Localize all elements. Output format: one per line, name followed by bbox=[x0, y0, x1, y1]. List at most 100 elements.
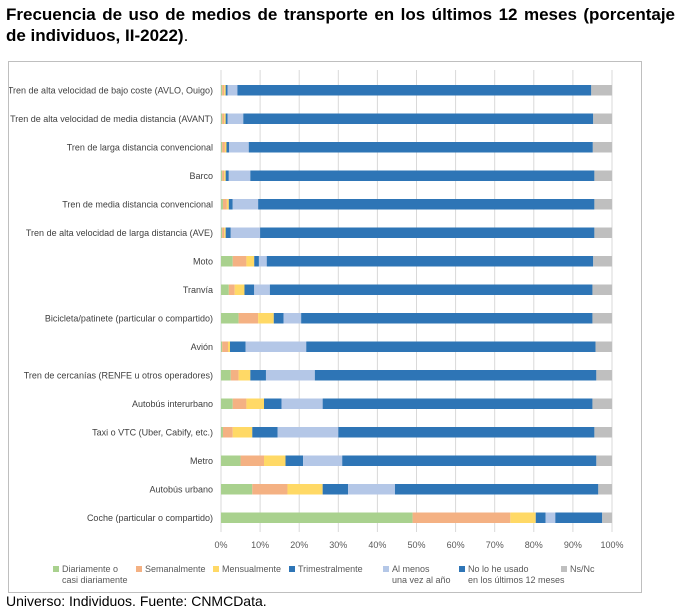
bar-segment bbox=[240, 455, 265, 466]
category-label: Bicicleta/patinete (particular o compart… bbox=[45, 313, 213, 323]
category-label: Tranvía bbox=[183, 285, 213, 295]
bar-segment bbox=[222, 199, 227, 210]
bar-segment bbox=[230, 370, 239, 381]
bar-segment bbox=[510, 512, 536, 523]
bar-segment bbox=[303, 455, 343, 466]
bar-segment bbox=[224, 227, 226, 238]
bar-segment bbox=[221, 341, 223, 352]
bar-segment bbox=[246, 398, 265, 409]
bar-segment bbox=[281, 398, 323, 409]
bar-segment bbox=[594, 427, 612, 438]
bar-segment bbox=[221, 227, 223, 238]
bar-segment bbox=[322, 398, 593, 409]
legend-label: No lo he usado en los últimos 12 meses bbox=[468, 564, 565, 585]
bar-segment bbox=[394, 484, 599, 495]
x-tick-label: 80% bbox=[525, 540, 543, 550]
bar-segment bbox=[592, 313, 612, 324]
bar-segment bbox=[250, 170, 595, 181]
legend-label: Trimestralmente bbox=[298, 564, 363, 574]
bar-segment bbox=[412, 512, 511, 523]
legend-swatch bbox=[561, 566, 567, 572]
bar-segment bbox=[225, 170, 229, 181]
category-label: Taxi o VTC (Uber, Cabify, etc.) bbox=[92, 427, 213, 437]
bar-segment bbox=[221, 455, 241, 466]
bar-segment bbox=[222, 170, 225, 181]
bar-segment bbox=[229, 341, 246, 352]
bar-segment bbox=[322, 484, 349, 495]
bar-segment bbox=[224, 85, 226, 96]
bar-segment bbox=[221, 199, 223, 210]
legend-swatch bbox=[459, 566, 465, 572]
bar-segment bbox=[221, 313, 239, 324]
bar-segment bbox=[264, 398, 282, 409]
category-label: Tren de media distancia convencional bbox=[62, 199, 213, 209]
bar-segment bbox=[283, 313, 302, 324]
bar-segment bbox=[221, 398, 233, 409]
bar-segment bbox=[596, 370, 612, 381]
category-label: Tren de cercanías (RENFE u otros operado… bbox=[24, 370, 213, 380]
bar-segment bbox=[273, 313, 284, 324]
bar-segment bbox=[348, 484, 395, 495]
bar-segment bbox=[227, 113, 244, 124]
bar-segment bbox=[248, 142, 593, 153]
x-tick-label: 0% bbox=[214, 540, 227, 550]
legend-label-line: una vez al año bbox=[392, 575, 451, 585]
x-tick-label: 30% bbox=[329, 540, 347, 550]
bar-segment bbox=[593, 113, 612, 124]
bar-segment bbox=[246, 256, 255, 267]
bar-segment bbox=[222, 85, 225, 96]
chart-title-period: . bbox=[183, 26, 189, 45]
bar-segment bbox=[224, 170, 226, 181]
bar-segment bbox=[232, 427, 253, 438]
bar-segment bbox=[221, 113, 223, 124]
x-tick-label: 40% bbox=[368, 540, 386, 550]
bar-segment bbox=[221, 512, 413, 523]
bar-segment bbox=[594, 170, 612, 181]
category-label: Tren de alta velocidad de media distanci… bbox=[10, 114, 213, 124]
legend-label-line: casi diariamente bbox=[62, 575, 128, 585]
legend-label-line: en los últimos 12 meses bbox=[468, 575, 565, 585]
x-tick-label: 60% bbox=[447, 540, 465, 550]
legend-swatch bbox=[53, 566, 59, 572]
category-label: Tren de alta velocidad de larga distanci… bbox=[26, 228, 213, 238]
bar-segment bbox=[229, 142, 249, 153]
category-label: Tren de alta velocidad de bajo coste (AV… bbox=[9, 85, 213, 95]
bar-segment bbox=[592, 398, 612, 409]
bar-segment bbox=[287, 484, 323, 495]
bar-segment bbox=[222, 113, 225, 124]
legend-swatch bbox=[136, 566, 142, 572]
category-label: Autobús urbano bbox=[149, 484, 213, 494]
bar-segment bbox=[221, 256, 233, 267]
bar-segment bbox=[226, 142, 230, 153]
chart-title: Frecuencia de uso de medios de transport… bbox=[6, 4, 675, 46]
bar-segment bbox=[592, 142, 612, 153]
bar-segment bbox=[228, 284, 235, 295]
bar-segment bbox=[594, 227, 612, 238]
bar-segment bbox=[225, 227, 231, 238]
bar-segment bbox=[594, 199, 612, 210]
bar-segment bbox=[258, 199, 595, 210]
bar-segment bbox=[232, 199, 259, 210]
x-tick-label: 50% bbox=[407, 540, 425, 550]
bar-segment bbox=[221, 484, 253, 495]
x-tick-label: 10% bbox=[251, 540, 269, 550]
legend-label-line: Ns/Nc bbox=[570, 564, 595, 574]
bar-segment bbox=[252, 427, 278, 438]
bar-segment bbox=[222, 341, 229, 352]
legend-label-line: Trimestralmente bbox=[298, 564, 363, 574]
bar-segment bbox=[258, 313, 274, 324]
bar-segment bbox=[545, 512, 556, 523]
bar-segment bbox=[593, 256, 612, 267]
legend-label: Ns/Nc bbox=[570, 564, 595, 574]
bar-segment bbox=[254, 284, 270, 295]
legend-label-line: No lo he usado bbox=[468, 564, 529, 574]
bar-segment bbox=[595, 341, 612, 352]
source-note: Universo: Individuos. Fuente: CNMCData. bbox=[6, 593, 267, 609]
bar-segment bbox=[232, 398, 247, 409]
bar-segment bbox=[535, 512, 546, 523]
category-label: Coche (particular o compartido) bbox=[87, 513, 213, 523]
category-label: Avión bbox=[191, 342, 213, 352]
bar-segment bbox=[222, 427, 233, 438]
bar-segment bbox=[228, 170, 251, 181]
bar-segment bbox=[596, 455, 612, 466]
